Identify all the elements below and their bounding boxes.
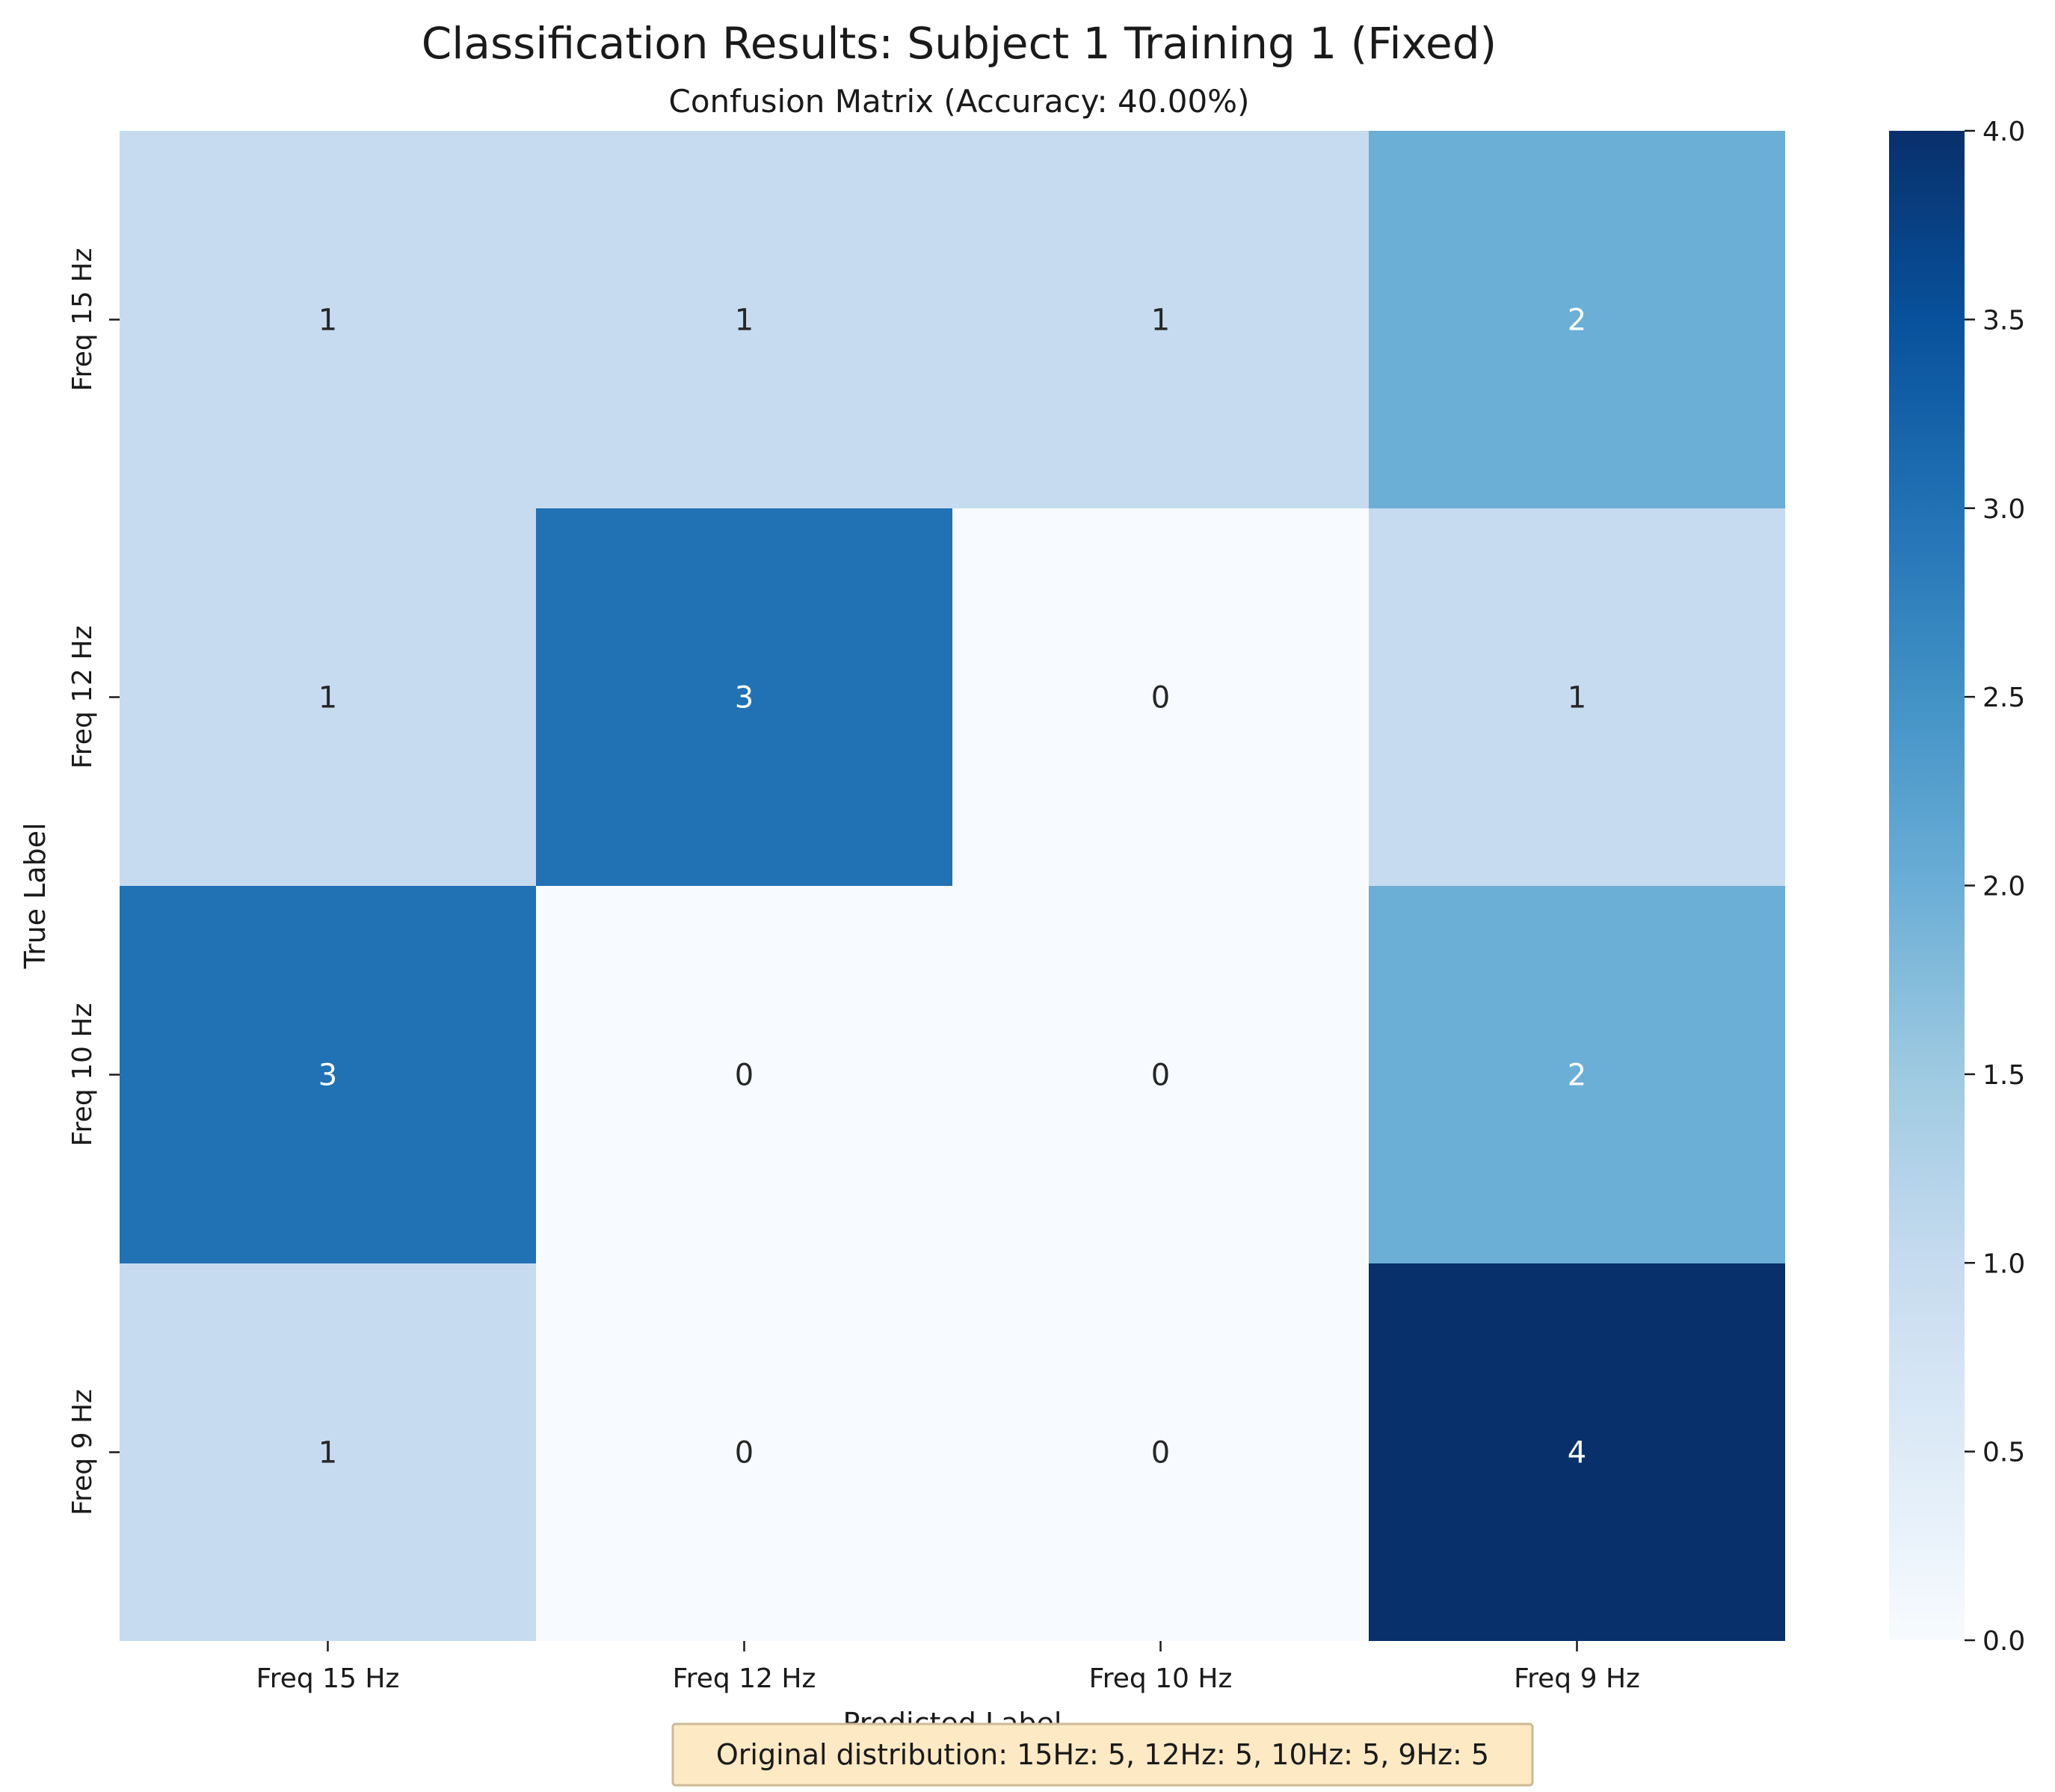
cell-value: 3: [735, 681, 754, 715]
y-tick-label: Freq 15 Hz: [67, 248, 98, 392]
cell-value: 2: [1568, 1059, 1586, 1093]
colorbar-tick-label: 2.0: [1982, 872, 2025, 902]
cell-value: 0: [1151, 1059, 1170, 1093]
x-tick-label: Freq 12 Hz: [673, 1663, 816, 1694]
colorbar-ticks: 0.0 0.5 1.0 1.5 2.0 2.5 3.0 3.5 4.0: [1965, 117, 2025, 1657]
cell-value: 0: [735, 1436, 754, 1471]
heatmap-cell: [120, 131, 536, 508]
annotation-box: [671, 1722, 1534, 1787]
cell-value: 0: [735, 1059, 754, 1093]
heatmap-cell: [952, 886, 1369, 1263]
annotation-text: Original distribution: 15Hz: 5, 12Hz: 5,…: [716, 1738, 1489, 1771]
cell-value: 4: [1568, 1436, 1586, 1471]
heatmap-cells: 1 1 1 2 1 3 0 1 3 0 0 2 1 0 0 4: [120, 131, 1785, 1641]
heatmap-cell: [952, 508, 1369, 886]
colorbar: 0.0 0.5 1.0 1.5 2.0 2.5 3.0 3.5 4.0: [1889, 117, 2025, 1657]
cell-value: 1: [318, 304, 337, 338]
heatmap-cell: [120, 886, 536, 1263]
cell-value: 1: [1568, 681, 1586, 715]
heatmap-cell: [952, 1263, 1369, 1641]
x-tick-label: Freq 10 Hz: [1089, 1663, 1233, 1694]
cell-value: 3: [318, 1059, 337, 1093]
cell-value: 1: [318, 681, 337, 715]
heatmap-cell: [536, 508, 952, 886]
y-tick-label: Freq 9 Hz: [67, 1389, 98, 1515]
colorbar-tick-label: 1.0: [1982, 1248, 2025, 1279]
heatmap-cell: [1369, 886, 1785, 1263]
distribution-annotation: Original distribution: 15Hz: 5, 12Hz: 5,…: [671, 1722, 1534, 1787]
y-tick-label: Freq 10 Hz: [67, 1003, 98, 1147]
x-tick-label: Freq 15 Hz: [256, 1663, 400, 1694]
heatmap-cell: [120, 1263, 536, 1641]
colorbar-tick-label: 4.0: [1982, 117, 2025, 147]
y-tick-label: Freq 12 Hz: [67, 626, 98, 769]
colorbar-tick-label: 3.5: [1982, 305, 2025, 336]
cell-value: 2: [1568, 304, 1586, 338]
chart-subtitle: Confusion Matrix (Accuracy: 40.00%): [669, 83, 1250, 120]
heatmap-cell: [1369, 131, 1785, 508]
colorbar-tick-label: 0.0: [1982, 1626, 2025, 1657]
colorbar-tick-label: 1.5: [1982, 1060, 2025, 1091]
heatmap-cell: [536, 1263, 952, 1641]
cell-value: 1: [1151, 304, 1170, 338]
heatmap-cell: [120, 508, 536, 886]
y-axis: Freq 15 Hz Freq 12 Hz Freq 10 Hz Freq 9 Hz: [67, 248, 120, 1515]
y-axis-label: True Label: [19, 822, 52, 969]
heatmap-cell: [536, 886, 952, 1263]
cell-value: 1: [318, 1436, 337, 1471]
cell-value: 1: [735, 304, 754, 338]
cell-value: 0: [1151, 681, 1170, 715]
chart-title: Classification Results: Subject 1 Traini…: [422, 18, 1497, 69]
heatmap-cell: [536, 131, 952, 508]
colorbar-tick-label: 0.5: [1982, 1438, 2025, 1468]
heatmap-cell: [1369, 1263, 1785, 1641]
colorbar-tick-label: 3.0: [1982, 494, 2025, 525]
colorbar-tick-label: 2.5: [1982, 683, 2025, 713]
cell-value: 0: [1151, 1436, 1170, 1471]
colorbar-gradient: [1889, 131, 1965, 1640]
x-axis: Freq 15 Hz Freq 12 Hz Freq 10 Hz Freq 9 Hz: [256, 1641, 1640, 1694]
heatmap-cell: [1369, 508, 1785, 886]
heatmap-cell: [952, 131, 1369, 508]
x-tick-label: Freq 9 Hz: [1514, 1663, 1640, 1694]
